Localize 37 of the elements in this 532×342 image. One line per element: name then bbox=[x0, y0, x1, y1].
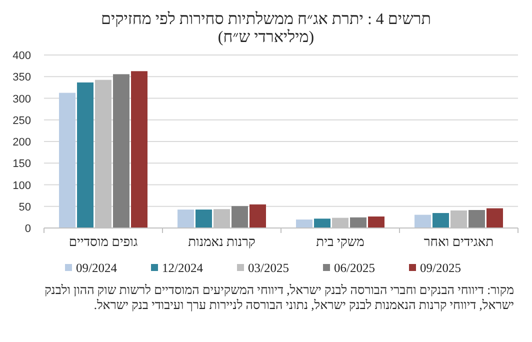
bar bbox=[59, 92, 76, 228]
x-tick-label: תאגידים ואחר bbox=[424, 234, 494, 249]
bar bbox=[113, 74, 130, 228]
bar bbox=[414, 214, 431, 228]
bar bbox=[77, 82, 94, 228]
y-tick-label: 250 bbox=[12, 114, 31, 127]
bar bbox=[131, 71, 148, 228]
legend-label: 03/2025 bbox=[248, 261, 289, 275]
bar bbox=[314, 218, 330, 228]
x-tick-label: קרנות נאמנות bbox=[188, 234, 256, 249]
legend-label: 12/2024 bbox=[162, 261, 204, 275]
y-tick-label: 100 bbox=[12, 180, 31, 192]
bar bbox=[232, 206, 248, 228]
bar bbox=[250, 204, 266, 228]
y-tick-label: 150 bbox=[12, 158, 31, 170]
legend-label: 09/2024 bbox=[76, 261, 118, 275]
text: מקור: דיווחי הבנקים וחברי הבורסה לבנק ישראל, דיווחי המשקיעים המוסדיים לרשות שוק ההון ולבנק ישראל, דיווחי קרנות הנאמנות לבנק ישראל, נתוני הבורסה לניירות ערך ועיבודי בנק ישראל. bbox=[44, 283, 514, 313]
legend-label: 06/2025 bbox=[334, 261, 375, 275]
bar bbox=[432, 213, 449, 228]
bar bbox=[178, 210, 194, 228]
y-tick-label: 200 bbox=[12, 136, 31, 148]
chart-title: תרשים 4 : יתרת אג״ח ממשלתיות סחירות לפי מחזיקים bbox=[100, 10, 432, 28]
chart-subtitle: (מיליארדי ש״ח) bbox=[218, 28, 314, 46]
bar bbox=[468, 210, 485, 228]
bar bbox=[296, 220, 312, 228]
bar bbox=[196, 210, 212, 228]
y-tick-label: 400 bbox=[12, 50, 31, 62]
y-tick-label: 350 bbox=[12, 72, 31, 84]
y-tick-label: 0 bbox=[24, 223, 31, 235]
legend-label: 09/2025 bbox=[420, 261, 461, 275]
x-tick-label: משקי בית bbox=[316, 234, 365, 249]
bar bbox=[350, 217, 366, 228]
bar bbox=[368, 216, 384, 228]
x-tick-label: גופים מוסדיים bbox=[68, 234, 138, 249]
bar bbox=[486, 208, 503, 228]
y-tick-label: 50 bbox=[18, 201, 31, 214]
y-tick-label: 300 bbox=[12, 93, 31, 106]
